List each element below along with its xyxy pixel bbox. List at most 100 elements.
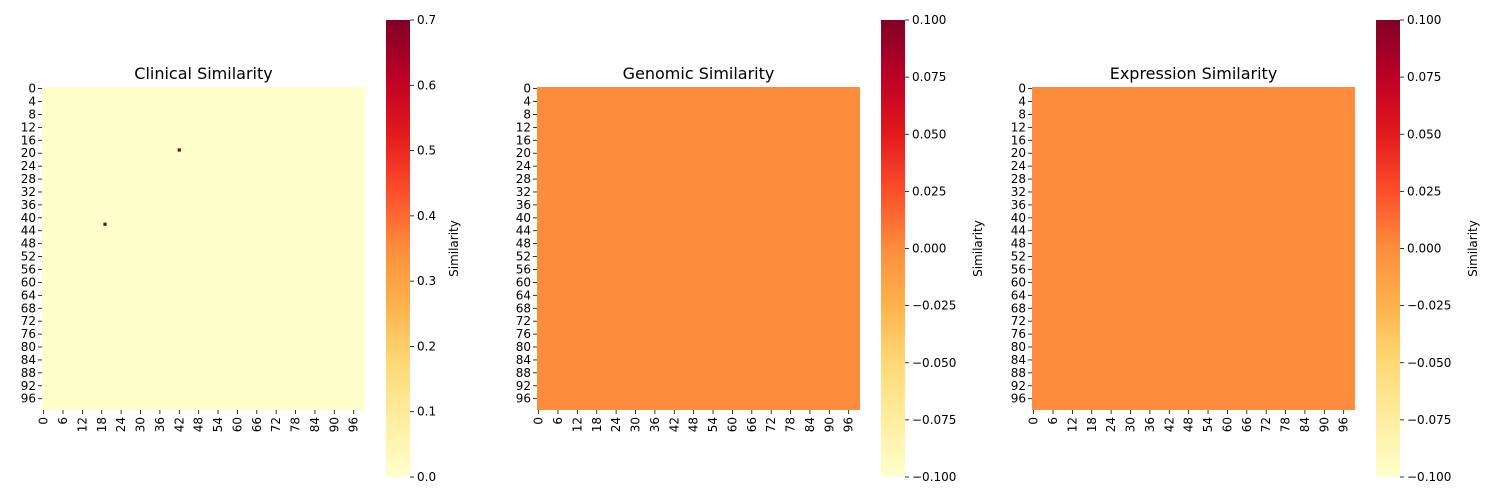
- y-tick-label: 72: [21, 314, 36, 328]
- x-tick-label: 30: [629, 417, 643, 432]
- x-tick-label: 54: [706, 417, 720, 432]
- x-tick-label: 66: [1240, 417, 1254, 432]
- chart-title: Clinical Similarity: [134, 64, 272, 83]
- x-tick-label: 60: [230, 417, 244, 432]
- x-tick-label: 0: [1027, 417, 1041, 425]
- colorbar: [881, 20, 905, 477]
- colorbar-tick-label: −0.100: [1407, 470, 1451, 484]
- x-tick-label: 42: [172, 417, 186, 432]
- colorbar-tick-label: 0.075: [912, 70, 946, 84]
- x-tick-label: 84: [803, 417, 817, 432]
- x-tick-label: 0: [532, 417, 546, 425]
- x-tick-label: 12: [570, 417, 584, 432]
- y-tick-label: 64: [1011, 288, 1026, 302]
- y-tick-label: 0: [28, 82, 36, 96]
- y-tick-label: 96: [1011, 392, 1026, 406]
- colorbar-tick-label: −0.050: [1407, 356, 1451, 370]
- y-tick-label: 16: [21, 133, 36, 147]
- x-tick-label: 72: [1259, 417, 1273, 432]
- x-tick-label: 54: [1201, 417, 1215, 432]
- heatmap-cell-highlight: [177, 148, 181, 152]
- y-tick-label: 0: [1018, 82, 1026, 96]
- y-tick-label: 64: [21, 288, 36, 302]
- colorbar-label: Similarity: [447, 220, 461, 277]
- x-tick-label: 90: [1317, 417, 1331, 432]
- y-tick-label: 40: [1011, 211, 1026, 225]
- y-tick-label: 48: [516, 237, 531, 251]
- x-tick-label: 6: [1046, 417, 1060, 425]
- x-tick-label: 78: [1279, 417, 1293, 432]
- y-tick-label: 20: [21, 146, 36, 160]
- x-tick-label: 48: [192, 417, 206, 432]
- y-tick-label: 84: [21, 353, 36, 367]
- x-tick-label: 72: [269, 417, 283, 432]
- y-tick-label: 20: [1011, 146, 1026, 160]
- y-tick-label: 60: [516, 275, 531, 289]
- x-tick-label: 30: [134, 417, 148, 432]
- x-tick-label: 12: [75, 417, 89, 432]
- y-tick-label: 12: [1011, 120, 1026, 134]
- y-tick-label: 92: [1011, 379, 1026, 393]
- x-tick-label: 90: [822, 417, 836, 432]
- colorbar-tick-label: −0.100: [912, 470, 956, 484]
- x-tick-label: 12: [1065, 417, 1079, 432]
- y-tick-label: 28: [1011, 172, 1026, 186]
- colorbar-tick-label: 0.050: [1407, 127, 1441, 141]
- x-tick-label: 60: [725, 417, 739, 432]
- y-tick-label: 32: [1011, 185, 1026, 199]
- x-tick-label: 48: [687, 417, 701, 432]
- y-tick-label: 8: [28, 107, 36, 121]
- colorbar-label: Similarity: [971, 220, 985, 277]
- y-tick-label: 36: [21, 198, 36, 212]
- heatmap-panel-1: Clinical Similarity048121620242832364044…: [21, 13, 461, 484]
- x-tick-label: 66: [250, 417, 264, 432]
- chart-title: Genomic Similarity: [623, 64, 775, 83]
- y-tick-label: 36: [1011, 198, 1026, 212]
- x-tick-label: 54: [211, 417, 225, 432]
- x-tick-label: 36: [1143, 417, 1157, 432]
- y-tick-label: 72: [1011, 314, 1026, 328]
- x-tick-label: 18: [590, 417, 604, 432]
- x-tick-label: 18: [95, 417, 109, 432]
- colorbar-tick-label: 0.000: [1407, 242, 1441, 256]
- y-tick-label: 12: [516, 120, 531, 134]
- x-tick-label: 84: [308, 417, 322, 432]
- colorbar-tick-label: 0.075: [1407, 70, 1441, 84]
- x-tick-label: 66: [745, 417, 759, 432]
- y-tick-label: 68: [1011, 301, 1026, 315]
- y-tick-label: 24: [516, 159, 531, 173]
- colorbar-tick-label: 0.2: [417, 339, 436, 353]
- x-tick-label: 42: [1162, 417, 1176, 432]
- colorbar-tick-label: 0.050: [912, 127, 946, 141]
- x-tick-label: 48: [1182, 417, 1196, 432]
- x-tick-label: 60: [1220, 417, 1234, 432]
- y-tick-label: 32: [516, 185, 531, 199]
- y-tick-label: 16: [1011, 133, 1026, 147]
- colorbar-tick-label: 0.1: [417, 405, 436, 419]
- y-tick-label: 80: [21, 340, 36, 354]
- y-tick-label: 28: [21, 172, 36, 186]
- y-tick-label: 92: [21, 379, 36, 393]
- x-tick-label: 6: [56, 417, 70, 425]
- x-tick-label: 78: [784, 417, 798, 432]
- x-tick-label: 96: [347, 417, 361, 432]
- x-tick-label: 24: [114, 417, 128, 432]
- heatmap-cells: [1032, 87, 1355, 410]
- heatmap-cells: [42, 87, 365, 410]
- y-tick-label: 80: [1011, 340, 1026, 354]
- colorbar-label: Similarity: [1466, 220, 1480, 277]
- x-tick-label: 36: [153, 417, 167, 432]
- y-tick-label: 52: [21, 250, 36, 264]
- colorbar: [386, 20, 410, 477]
- x-tick-label: 96: [1337, 417, 1351, 432]
- colorbar-tick-label: 0.7: [417, 13, 436, 27]
- y-tick-label: 76: [1011, 327, 1026, 341]
- colorbar-tick-label: 0.000: [912, 242, 946, 256]
- colorbar-tick-label: 0.4: [417, 209, 436, 223]
- y-tick-label: 80: [516, 340, 531, 354]
- colorbar: [1376, 20, 1400, 477]
- y-tick-label: 0: [523, 82, 531, 96]
- colorbar-tick-label: −0.025: [1407, 299, 1451, 313]
- y-tick-label: 4: [28, 95, 36, 109]
- y-tick-label: 24: [1011, 159, 1026, 173]
